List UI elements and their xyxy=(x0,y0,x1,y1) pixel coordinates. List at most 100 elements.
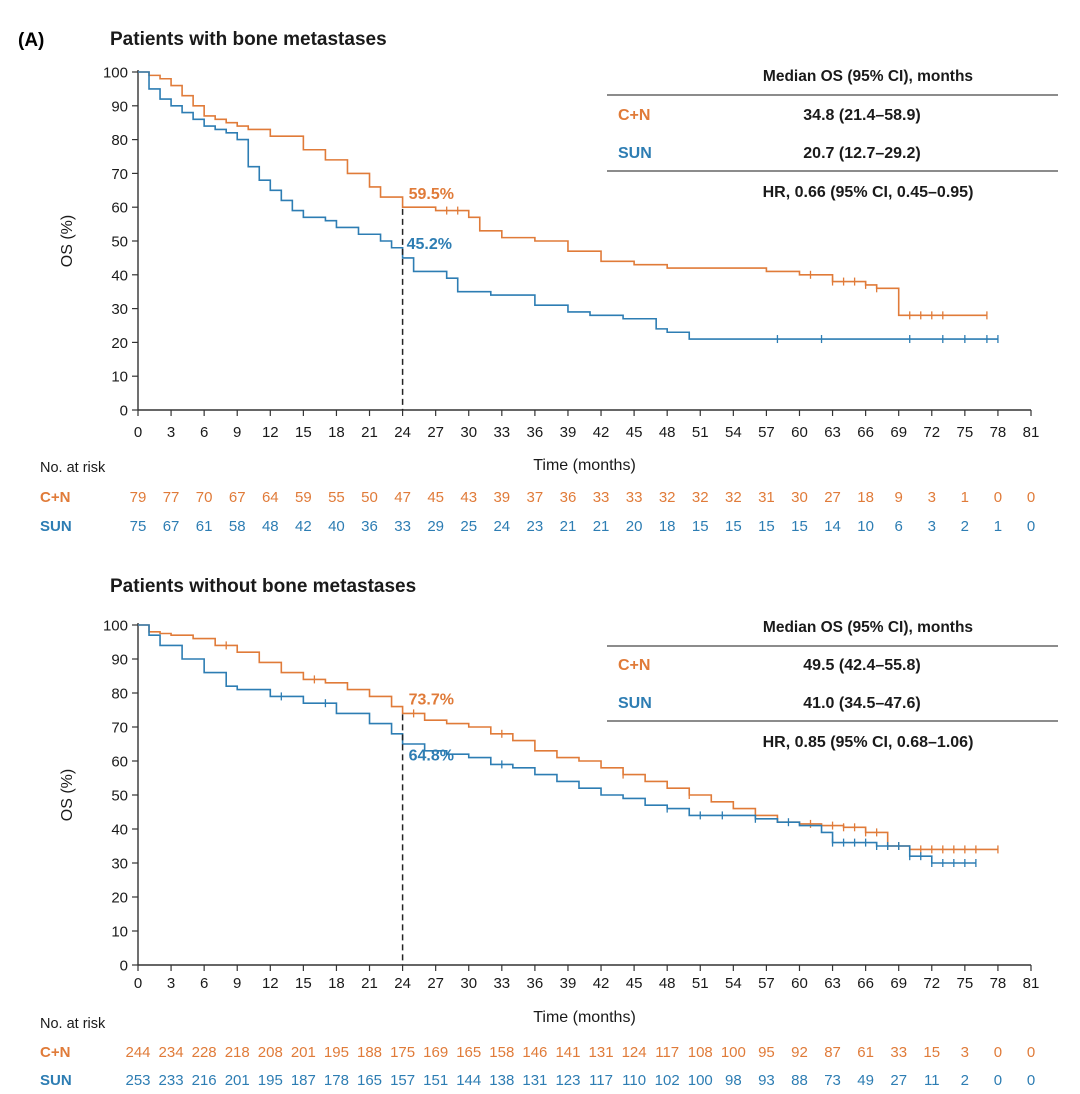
risk-value: 30 xyxy=(791,489,808,506)
risk-value: 228 xyxy=(192,1044,217,1061)
x-tick-label: 63 xyxy=(824,975,841,992)
risk-row-label: C+N xyxy=(40,1044,70,1061)
risk-value: 3 xyxy=(961,1044,969,1061)
stats-row-label: C+N xyxy=(618,657,650,674)
risk-value: 9 xyxy=(895,489,903,506)
risk-value: 6 xyxy=(895,518,903,535)
risk-value: 20 xyxy=(626,518,643,535)
risk-value: 27 xyxy=(824,489,841,506)
risk-value: 0 xyxy=(994,1072,1002,1089)
x-axis-label: Time (months) xyxy=(533,457,636,474)
risk-value: 195 xyxy=(324,1044,349,1061)
risk-value: 79 xyxy=(130,489,147,506)
risk-value: 95 xyxy=(758,1044,775,1061)
risk-value: 33 xyxy=(890,1044,907,1061)
y-tick-label: 10 xyxy=(111,924,128,941)
x-tick-label: 18 xyxy=(328,975,345,992)
risk-value: 14 xyxy=(824,518,841,535)
series-line-cn xyxy=(138,71,987,317)
risk-value: 165 xyxy=(456,1044,481,1061)
risk-value: 36 xyxy=(361,518,378,535)
risk-value: 27 xyxy=(890,1072,907,1089)
risk-value: 208 xyxy=(258,1044,283,1061)
risk-value: 11 xyxy=(924,1072,940,1089)
x-tick-label: 36 xyxy=(527,424,544,441)
risk-value: 1 xyxy=(994,518,1002,535)
x-tick-label: 30 xyxy=(460,975,477,992)
risk-value: 88 xyxy=(791,1072,808,1089)
x-tick-label: 33 xyxy=(493,975,510,992)
stats-row-label: SUN xyxy=(618,695,652,712)
risk-value: 0 xyxy=(994,489,1002,506)
x-tick-label: 63 xyxy=(824,424,841,441)
risk-value: 2 xyxy=(961,518,969,535)
risk-value: 157 xyxy=(390,1072,415,1089)
risk-value: 43 xyxy=(460,489,477,506)
x-tick-label: 27 xyxy=(427,424,444,441)
series-line-cn xyxy=(138,624,998,851)
risk-value: 102 xyxy=(655,1072,680,1089)
x-tick-label: 54 xyxy=(725,424,742,441)
x-tick-label: 9 xyxy=(233,424,241,441)
risk-value: 33 xyxy=(394,518,411,535)
x-tick-label: 9 xyxy=(233,975,241,992)
risk-value: 1 xyxy=(961,489,969,506)
x-tick-label: 24 xyxy=(394,975,411,992)
x-tick-label: 78 xyxy=(990,424,1007,441)
x-tick-label: 75 xyxy=(957,424,974,441)
risk-value: 216 xyxy=(192,1072,217,1089)
risk-value: 42 xyxy=(295,518,312,535)
x-tick-label: 24 xyxy=(394,424,411,441)
x-tick-label: 39 xyxy=(560,975,577,992)
risk-value: 108 xyxy=(688,1044,713,1061)
x-tick-label: 39 xyxy=(560,424,577,441)
x-tick-label: 12 xyxy=(262,975,279,992)
annotation-cn: 59.5% xyxy=(409,186,454,203)
risk-value: 24 xyxy=(493,518,510,535)
panel-without-bone-metastases: Patients without bone metastases01020304… xyxy=(40,576,1058,1089)
annotation-sun: 45.2% xyxy=(407,236,452,253)
risk-value: 15 xyxy=(725,518,742,535)
series-line-sun xyxy=(138,624,976,864)
risk-value: 151 xyxy=(423,1072,448,1089)
risk-value: 218 xyxy=(225,1044,250,1061)
risk-value: 117 xyxy=(589,1072,613,1089)
risk-value: 187 xyxy=(291,1072,316,1089)
risk-value: 188 xyxy=(357,1044,382,1061)
risk-value: 92 xyxy=(791,1044,808,1061)
y-tick-label: 30 xyxy=(111,301,128,318)
risk-value: 47 xyxy=(394,489,411,506)
risk-value: 58 xyxy=(229,518,246,535)
risk-value: 77 xyxy=(163,489,180,506)
risk-value: 45 xyxy=(427,489,444,506)
risk-value: 100 xyxy=(721,1044,746,1061)
x-tick-label: 15 xyxy=(295,975,312,992)
y-tick-label: 40 xyxy=(111,267,128,284)
risk-value: 32 xyxy=(659,489,676,506)
y-tick-label: 0 xyxy=(120,403,128,420)
risk-value: 10 xyxy=(857,518,874,535)
x-tick-label: 48 xyxy=(659,975,676,992)
risk-value: 0 xyxy=(1027,1072,1035,1089)
risk-value: 29 xyxy=(427,518,444,535)
risk-value: 165 xyxy=(357,1072,382,1089)
x-tick-label: 81 xyxy=(1023,424,1040,441)
chart-title: Patients with bone metastases xyxy=(110,29,387,50)
risk-value: 15 xyxy=(791,518,808,535)
x-tick-label: 27 xyxy=(427,975,444,992)
y-axis-label: OS (%) xyxy=(59,769,76,821)
x-tick-label: 72 xyxy=(923,424,940,441)
y-tick-label: 80 xyxy=(111,132,128,149)
y-tick-label: 100 xyxy=(103,65,128,82)
risk-value: 40 xyxy=(328,518,345,535)
risk-value: 15 xyxy=(923,1044,940,1061)
x-tick-label: 3 xyxy=(167,424,175,441)
risk-value: 244 xyxy=(125,1044,150,1061)
risk-value: 23 xyxy=(527,518,544,535)
risk-value: 3 xyxy=(928,518,936,535)
risk-value: 178 xyxy=(324,1072,349,1089)
risk-value: 0 xyxy=(994,1044,1002,1061)
x-tick-label: 21 xyxy=(361,424,378,441)
risk-value: 100 xyxy=(688,1072,713,1089)
stats-row-value: 49.5 (42.4–55.8) xyxy=(803,657,920,674)
